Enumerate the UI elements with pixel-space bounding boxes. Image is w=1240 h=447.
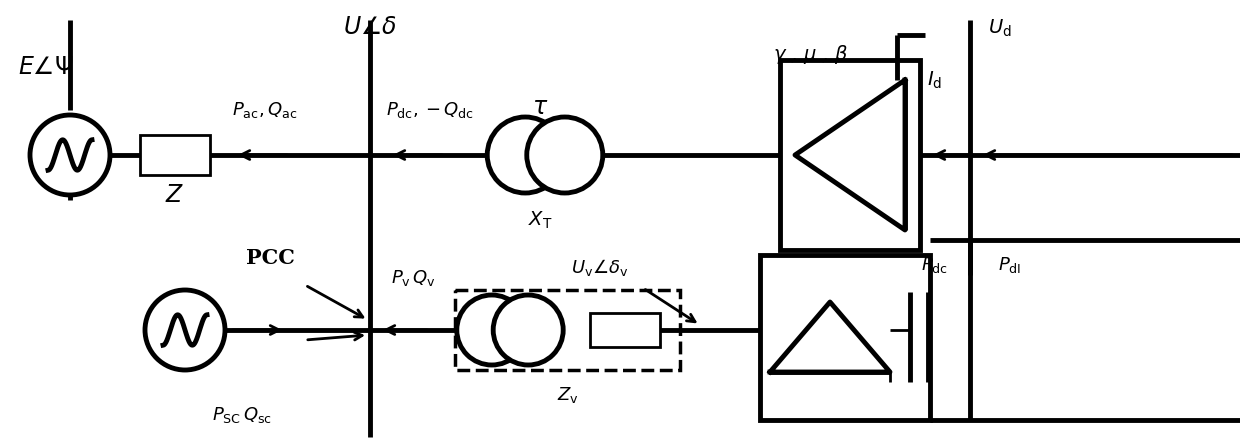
Bar [140,135,210,175]
Text: $\tau$: $\tau$ [532,97,548,119]
Text: $P_{\rm dc},-Q_{\rm dc}$: $P_{\rm dc},-Q_{\rm dc}$ [386,100,474,120]
Circle shape [487,117,563,193]
Text: $U_{\rm v}\angle\delta_{\rm v}$: $U_{\rm v}\angle\delta_{\rm v}$ [572,257,629,278]
Text: $Z$: $Z$ [165,184,185,207]
Text: $P_{\rm SC}\,Q_{\rm sc}$: $P_{\rm SC}\,Q_{\rm sc}$ [212,405,272,425]
Text: $P_{\rm ac},Q_{\rm ac}$: $P_{\rm ac},Q_{\rm ac}$ [232,100,298,120]
Text: $X_{\rm T}$: $X_{\rm T}$ [528,209,552,231]
Polygon shape [795,80,905,230]
Text: $U_{\rm d}$: $U_{\rm d}$ [988,17,1012,38]
Text: $P_{\rm dI}$: $P_{\rm dI}$ [998,255,1022,275]
Bar [590,313,660,347]
Circle shape [456,295,527,365]
Circle shape [145,290,224,370]
Circle shape [30,115,110,195]
Text: $P_{\rm dc}$: $P_{\rm dc}$ [921,255,949,275]
Text: $U\angle\delta$: $U\angle\delta$ [343,17,397,39]
Text: $E\angle\Psi$: $E\angle\Psi$ [19,56,73,80]
Bar [760,255,930,420]
Text: $\gamma$ , $\mu$ , $\beta$: $\gamma$ , $\mu$ , $\beta$ [773,43,847,67]
Polygon shape [770,302,890,372]
Text: $P_{\rm v}\,Q_{\rm v}$: $P_{\rm v}\,Q_{\rm v}$ [391,268,435,288]
Text: PCC: PCC [246,248,294,268]
Bar [780,60,920,250]
Circle shape [527,117,603,193]
Text: $I_{\rm d}$: $I_{\rm d}$ [928,69,942,91]
Circle shape [494,295,563,365]
Text: $Z_{\rm v}$: $Z_{\rm v}$ [557,385,579,405]
Bar [455,290,680,370]
